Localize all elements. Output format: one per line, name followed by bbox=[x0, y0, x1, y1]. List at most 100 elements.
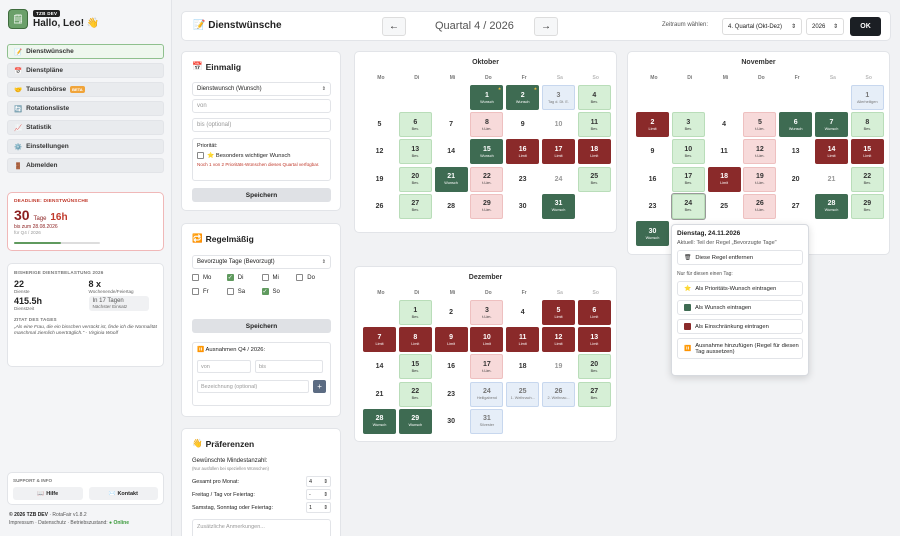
calendar-day[interactable]: 26 bbox=[363, 194, 396, 219]
calendar-day[interactable]: 15 Bev. bbox=[398, 354, 432, 380]
calendar-day[interactable]: 3 Bev. bbox=[671, 112, 705, 138]
save-regel-button[interactable]: Speichern bbox=[192, 319, 331, 333]
calendar-day[interactable]: 29 Bev. bbox=[850, 193, 884, 219]
calendar-day[interactable]: 3 Tag d. Dt. E. bbox=[542, 85, 575, 110]
calendar-day[interactable]: 23 bbox=[435, 382, 468, 407]
checkbox-di[interactable]: ✓ bbox=[226, 274, 234, 281]
calendar-day[interactable]: 13 Bev. bbox=[398, 139, 432, 165]
calendar-day[interactable]: 13 Limit bbox=[577, 327, 611, 353]
calendar-day[interactable]: 22 t.Lim. bbox=[470, 166, 504, 192]
avatar[interactable]: 🗒 bbox=[8, 9, 28, 29]
gesamt-stepper[interactable]: 4 ⇕ bbox=[306, 476, 331, 487]
calendar-day[interactable]: 9 bbox=[636, 139, 669, 164]
calendar-day[interactable]: 1 Wunsch ★ bbox=[470, 85, 504, 110]
calendar-day[interactable]: 17 Bev. bbox=[671, 166, 705, 192]
calendar-day[interactable]: 20 Bev. bbox=[577, 354, 611, 380]
calendar-day[interactable]: 10 bbox=[542, 112, 575, 137]
contact-button[interactable]: ✉️ Kontakt bbox=[88, 487, 158, 500]
calendar-day[interactable]: 12 t.Lim. bbox=[743, 139, 777, 165]
calendar-day[interactable]: 21 bbox=[363, 382, 396, 407]
calendar-day[interactable]: 24 Heiligabend bbox=[470, 381, 504, 407]
calendar-day[interactable]: 16 bbox=[435, 354, 468, 379]
calendar-day[interactable]: 2 Wunsch ★ bbox=[506, 85, 540, 110]
calendar-day[interactable]: 1 Bev. bbox=[398, 300, 432, 325]
calendar-day[interactable]: 4 Bev. bbox=[577, 85, 611, 110]
calendar-day[interactable]: 6 Wunsch bbox=[779, 112, 813, 138]
calendar-day[interactable]: 15 Limit bbox=[850, 139, 884, 165]
checkbox-so[interactable]: ✓ bbox=[261, 288, 269, 295]
set-limit-button[interactable]: Als Einschränkung eintragen bbox=[677, 319, 803, 334]
calendar-day[interactable]: 11 Limit bbox=[506, 327, 540, 353]
calendar-day[interactable]: 7 Wunsch bbox=[815, 112, 848, 138]
calendar-day[interactable]: 8 Limit bbox=[398, 327, 432, 353]
calendar-day[interactable]: 12 Limit bbox=[542, 327, 575, 353]
calendar-day[interactable]: 5 Limit bbox=[542, 300, 575, 325]
priority-checkbox[interactable] bbox=[197, 152, 204, 159]
calendar-day[interactable]: 19 bbox=[363, 167, 396, 192]
remove-rule-button[interactable]: 🗑 Diese Regel entfernen bbox=[677, 250, 803, 265]
ausnahme-bis-input[interactable]: bis bbox=[255, 360, 323, 373]
wish-type-select[interactable]: Dienstwunsch (Wunsch) ⇕ bbox=[192, 82, 331, 96]
bis-input[interactable]: bis (optional) bbox=[192, 118, 331, 132]
checkbox-do[interactable] bbox=[296, 274, 304, 281]
checkbox-mi[interactable] bbox=[261, 274, 269, 281]
sidebar-item-dienstplaene[interactable]: 📅 Dienstpläne bbox=[7, 63, 164, 78]
calendar-day[interactable]: 16 Limit bbox=[506, 139, 540, 165]
von-input[interactable]: von bbox=[192, 99, 331, 113]
calendar-day[interactable]: 14 bbox=[363, 354, 396, 379]
ausnahme-bezeichnung-input[interactable]: Bezeichnung (optional) bbox=[197, 380, 310, 393]
set-wish-button[interactable]: Als Wunsch eintragen bbox=[677, 300, 803, 315]
calendar-day[interactable]: 3 t.Lim. bbox=[470, 300, 504, 325]
calendar-day[interactable]: 19 bbox=[542, 354, 575, 379]
freitag-stepper[interactable]: - ⇕ bbox=[306, 489, 331, 500]
calendar-day[interactable]: 19 t.Lim. bbox=[743, 166, 777, 192]
calendar-day[interactable]: 8 t.Lim. bbox=[470, 112, 504, 138]
calendar-day[interactable]: 4 bbox=[708, 112, 741, 137]
calendar-day[interactable]: 29 Wunsch bbox=[398, 408, 432, 434]
calendar-day[interactable]: 27 Bev. bbox=[577, 381, 611, 407]
calendar-day[interactable]: 6 Bev. bbox=[398, 112, 432, 138]
calendar-day[interactable]: 10 Bev. bbox=[671, 139, 705, 165]
ausnahme-von-input[interactable]: von bbox=[197, 360, 251, 373]
checkbox-mo[interactable] bbox=[192, 274, 199, 281]
calendar-day[interactable]: 11 bbox=[708, 139, 741, 164]
calendar-day[interactable]: 30 Wunsch bbox=[636, 221, 669, 246]
notes-textarea[interactable]: Zusätzliche Anmerkungen... bbox=[192, 519, 331, 536]
calendar-day[interactable]: 2 Limit bbox=[636, 112, 669, 138]
calendar-day[interactable]: 18 Limit bbox=[707, 166, 741, 192]
calendar-day[interactable]: 24 Bev. bbox=[671, 193, 705, 219]
calendar-day[interactable]: 13 bbox=[779, 139, 812, 164]
calendar-day[interactable]: 28 Wunsch bbox=[815, 193, 848, 219]
calendar-day[interactable]: 28 Wunsch bbox=[363, 408, 396, 434]
calendar-day[interactable]: 22 Bev. bbox=[850, 166, 884, 192]
sidebar-item-dienstwuensche[interactable]: 📝 Dienstwünsche bbox=[7, 44, 164, 59]
calendar-day[interactable]: 31 Silvester bbox=[470, 408, 504, 434]
calendar-day[interactable]: 2 bbox=[435, 300, 468, 325]
calendar-day[interactable]: 30 bbox=[506, 194, 539, 219]
calendar-day[interactable]: 28 bbox=[435, 194, 468, 219]
calendar-day[interactable]: 30 bbox=[435, 409, 468, 434]
next-quarter-button[interactable]: → bbox=[534, 17, 558, 36]
calendar-day[interactable]: 14 bbox=[435, 139, 468, 164]
calendar-day[interactable]: 7 Limit bbox=[363, 327, 396, 353]
save-einmalig-button[interactable]: Speichern bbox=[192, 188, 331, 202]
calendar-day[interactable]: 23 bbox=[506, 167, 539, 192]
calendar-day[interactable]: 6 Limit bbox=[577, 300, 611, 325]
calendar-day[interactable]: 16 bbox=[636, 167, 669, 192]
calendar-day[interactable]: 15 Wunsch bbox=[470, 139, 504, 165]
calendar-day[interactable]: 14 Limit bbox=[815, 139, 848, 165]
calendar-day[interactable]: 29 t.Lim. bbox=[470, 193, 504, 219]
calendar-day[interactable]: 18 bbox=[506, 354, 539, 379]
sidebar-item-statistik[interactable]: 📈 Statistik bbox=[7, 120, 164, 135]
calendar-day[interactable]: 9 Limit bbox=[434, 327, 468, 353]
prev-quarter-button[interactable]: ← bbox=[382, 17, 406, 36]
calendar-day[interactable]: 25 Bev. bbox=[577, 166, 611, 192]
calendar-day[interactable]: 26 2. Weihnac... bbox=[542, 381, 575, 407]
calendar-day[interactable]: 23 bbox=[636, 194, 669, 219]
ok-button[interactable]: OK bbox=[850, 17, 881, 36]
calendar-day[interactable]: 20 Bev. bbox=[398, 166, 432, 192]
rule-type-select[interactable]: Bevorzugte Tage (Bevorzugt) ⇕ bbox=[192, 255, 331, 269]
calendar-day[interactable]: 9 bbox=[506, 112, 539, 137]
quarter-select[interactable]: 4. Quartal (Okt-Dez) ⇕ bbox=[722, 18, 802, 35]
sidebar-item-rotationsliste[interactable]: 🔄 Rotationsliste bbox=[7, 101, 164, 116]
